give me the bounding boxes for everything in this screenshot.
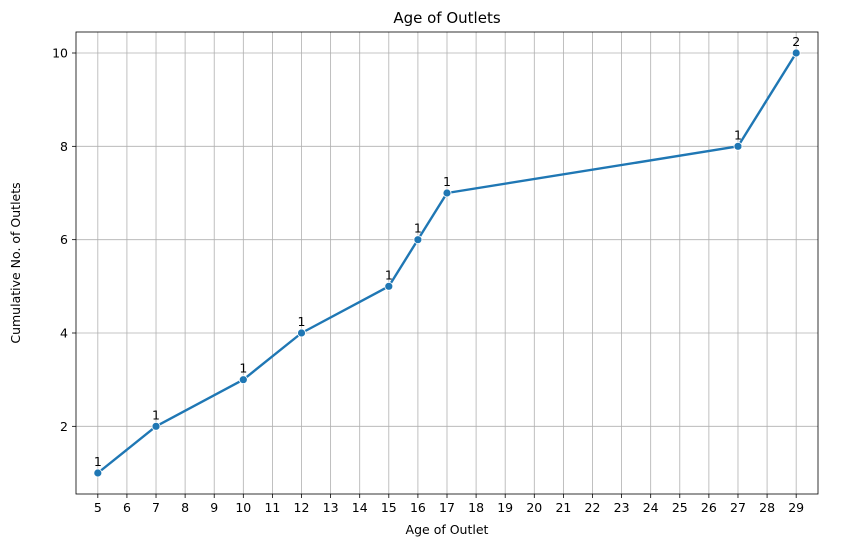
x-tick-label: 17	[439, 500, 455, 515]
data-point	[413, 235, 423, 245]
data-label: 2	[792, 34, 800, 49]
data-label: 1	[239, 361, 247, 376]
x-tick-label: 20	[526, 500, 542, 515]
data-point	[238, 375, 248, 385]
data-label: 1	[414, 221, 422, 236]
x-tick-label: 11	[264, 500, 280, 515]
x-tick-label: 19	[497, 500, 513, 515]
y-tick-label: 8	[60, 139, 68, 154]
data-labels: 1 1 1 1 1 1 1 1 2	[94, 34, 800, 469]
data-point	[93, 468, 103, 478]
x-tick-label: 29	[788, 500, 804, 515]
x-axis-label: Age of Outlet	[406, 522, 489, 537]
x-tick-label: 14	[352, 500, 368, 515]
data-point	[442, 188, 452, 198]
x-tick-label: 18	[468, 500, 484, 515]
x-tick-label: 10	[235, 500, 251, 515]
x-tick-label: 8	[181, 500, 189, 515]
x-tick-label: 12	[294, 500, 310, 515]
x-tick-label: 25	[672, 500, 688, 515]
data-label: 1	[385, 267, 393, 282]
x-tick-label: 27	[730, 500, 746, 515]
x-tick-label: 21	[555, 500, 571, 515]
y-tick-label: 10	[52, 46, 68, 61]
x-tick-label: 28	[759, 500, 775, 515]
x-tick-label: 9	[210, 500, 218, 515]
data-label: 1	[298, 314, 306, 329]
grid	[76, 32, 818, 494]
x-tick-label: 7	[152, 500, 160, 515]
data-point	[791, 48, 801, 58]
x-tick-label: 6	[123, 500, 131, 515]
x-axis: 5 6 7 8 9 10 11 12 13 14 15 16 17 18 19 20 21 22 23 24 25 26 2…	[94, 494, 804, 515]
chart-title: Age of Outlets	[393, 9, 500, 27]
x-tick-label: 5	[94, 500, 102, 515]
series	[93, 48, 801, 478]
data-point	[733, 141, 743, 151]
data-label: 1	[734, 127, 742, 142]
y-tick-label: 4	[60, 326, 68, 341]
x-tick-label: 15	[381, 500, 397, 515]
x-tick-label: 16	[410, 500, 426, 515]
data-point	[297, 328, 306, 338]
data-point	[384, 281, 394, 291]
x-tick-label: 23	[614, 500, 630, 515]
x-tick-label: 13	[323, 500, 339, 515]
y-axis-label: Cumulative No. of Outlets	[8, 182, 23, 343]
data-label: 1	[152, 407, 160, 422]
data-point	[151, 421, 161, 431]
y-axis: 2 4 6 8 10	[52, 46, 76, 434]
x-tick-label: 22	[585, 500, 601, 515]
y-tick-label: 6	[60, 232, 68, 247]
y-tick-label: 2	[60, 419, 68, 434]
data-label: 1	[443, 174, 451, 189]
x-tick-label: 24	[643, 500, 659, 515]
data-label: 1	[94, 454, 102, 469]
x-tick-label: 26	[701, 500, 717, 515]
